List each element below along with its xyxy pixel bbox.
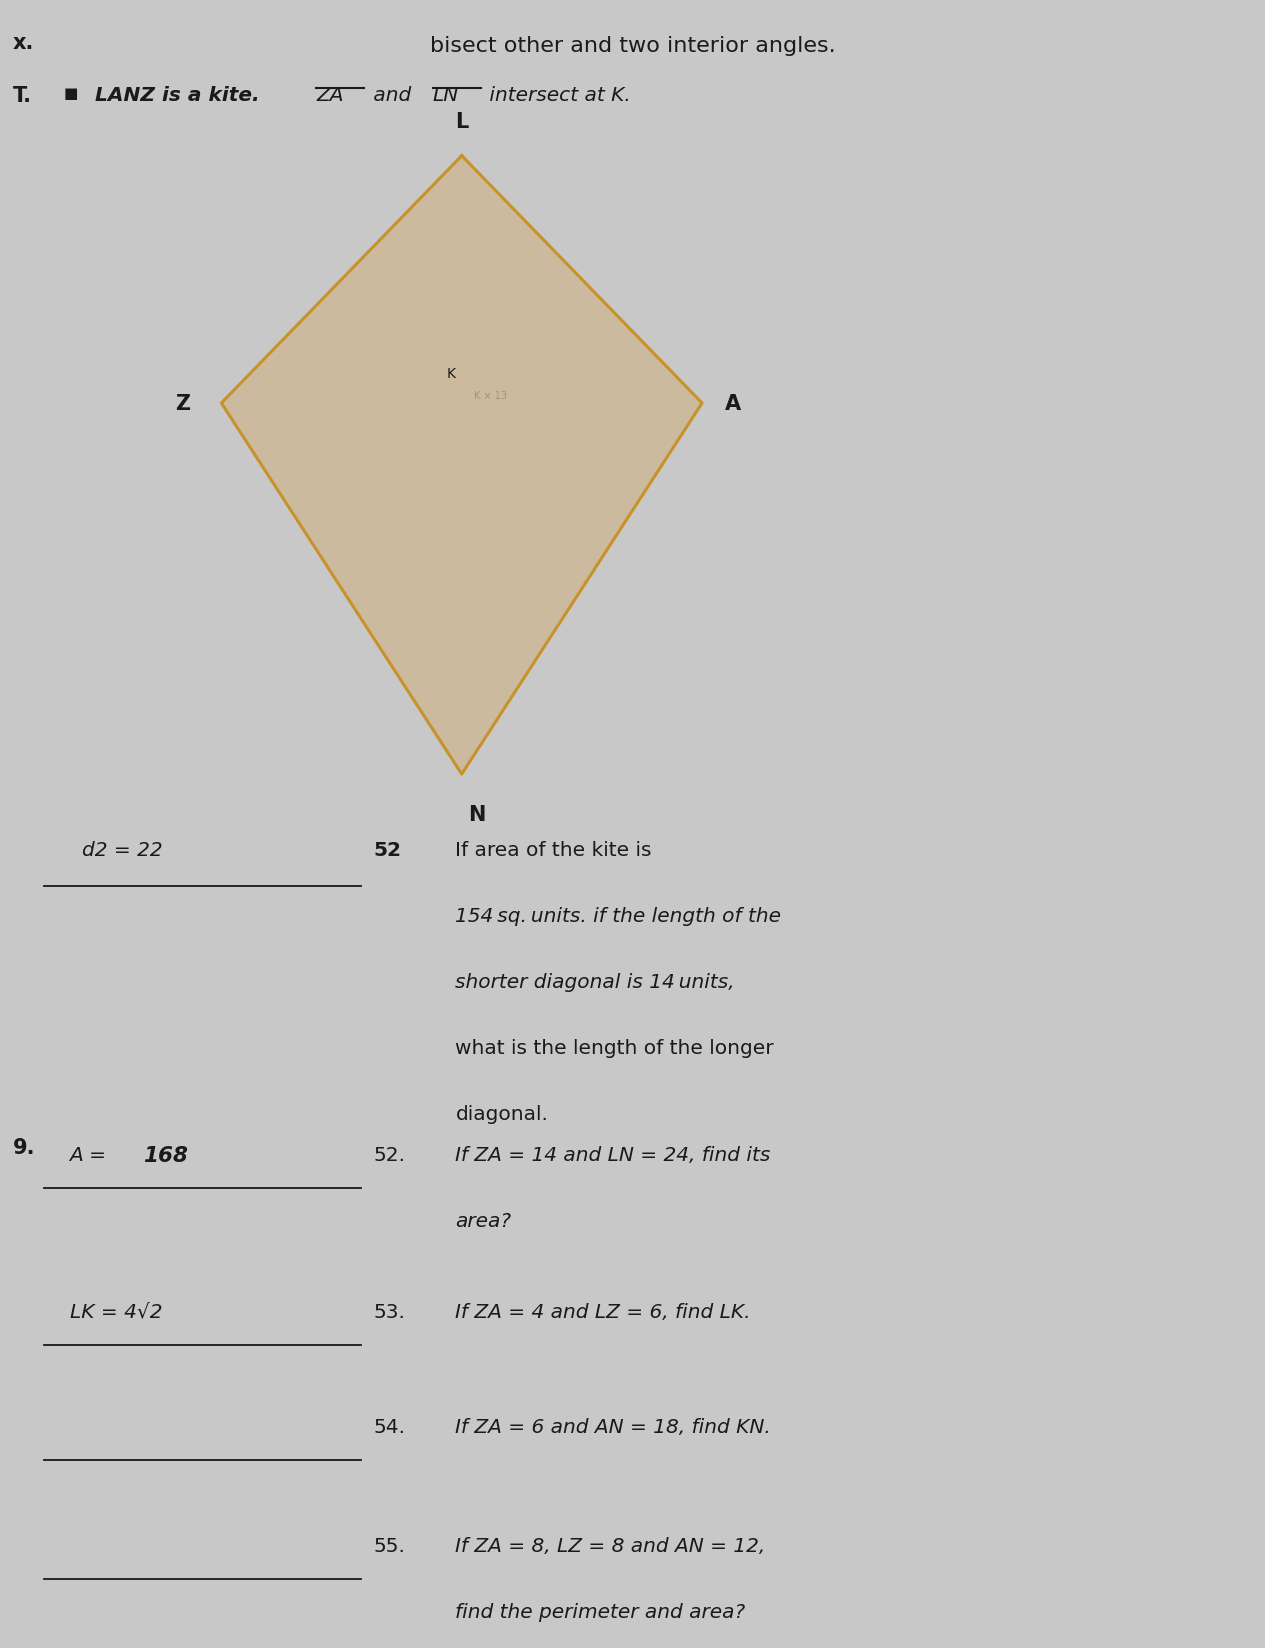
Text: 154 sq. units. if the length of the: 154 sq. units. if the length of the xyxy=(455,906,782,926)
Text: LK = 4√2: LK = 4√2 xyxy=(70,1302,162,1322)
Text: 52: 52 xyxy=(373,840,401,860)
Text: A: A xyxy=(725,394,741,414)
Text: d2 = 22: d2 = 22 xyxy=(82,840,163,860)
Text: K: K xyxy=(447,368,455,381)
Text: A =: A = xyxy=(70,1145,113,1165)
Text: N: N xyxy=(468,804,486,824)
Text: shorter diagonal is 14 units,: shorter diagonal is 14 units, xyxy=(455,972,735,992)
Text: 9.: 9. xyxy=(13,1137,35,1157)
Text: intersect at K.: intersect at K. xyxy=(483,86,631,105)
Text: diagonal.: diagonal. xyxy=(455,1104,548,1124)
Text: ZA: ZA xyxy=(316,86,344,105)
Text: 168: 168 xyxy=(143,1145,188,1165)
Text: 54.: 54. xyxy=(373,1417,405,1437)
Text: what is the length of the longer: what is the length of the longer xyxy=(455,1038,774,1058)
Polygon shape xyxy=(221,157,702,775)
Text: area?: area? xyxy=(455,1211,511,1231)
Text: bisect other and two interior angles.: bisect other and two interior angles. xyxy=(430,36,835,56)
Text: ■: ■ xyxy=(63,86,77,101)
Text: If ZA = 4 and LZ = 6, find LK.: If ZA = 4 and LZ = 6, find LK. xyxy=(455,1302,751,1322)
Text: If ZA = 14 and LN = 24, find its: If ZA = 14 and LN = 24, find its xyxy=(455,1145,770,1165)
Text: and: and xyxy=(367,86,417,105)
Text: Z: Z xyxy=(175,394,190,414)
Text: L: L xyxy=(455,112,468,132)
Text: 55.: 55. xyxy=(373,1536,405,1556)
Text: If area of the kite is: If area of the kite is xyxy=(455,840,651,860)
Text: T.: T. xyxy=(13,86,32,105)
Text: LN: LN xyxy=(433,86,459,105)
Text: 52.: 52. xyxy=(373,1145,405,1165)
Text: If ZA = 8, LZ = 8 and AN = 12,: If ZA = 8, LZ = 8 and AN = 12, xyxy=(455,1536,765,1556)
Text: If ZA = 6 and AN = 18, find KN.: If ZA = 6 and AN = 18, find KN. xyxy=(455,1417,772,1437)
Text: LANZ is a kite.: LANZ is a kite. xyxy=(95,86,267,105)
Text: find the perimeter and area?: find the perimeter and area? xyxy=(455,1602,745,1622)
Text: K × 13: K × 13 xyxy=(474,391,507,400)
Text: x.: x. xyxy=(13,33,34,53)
Text: 53.: 53. xyxy=(373,1302,405,1322)
